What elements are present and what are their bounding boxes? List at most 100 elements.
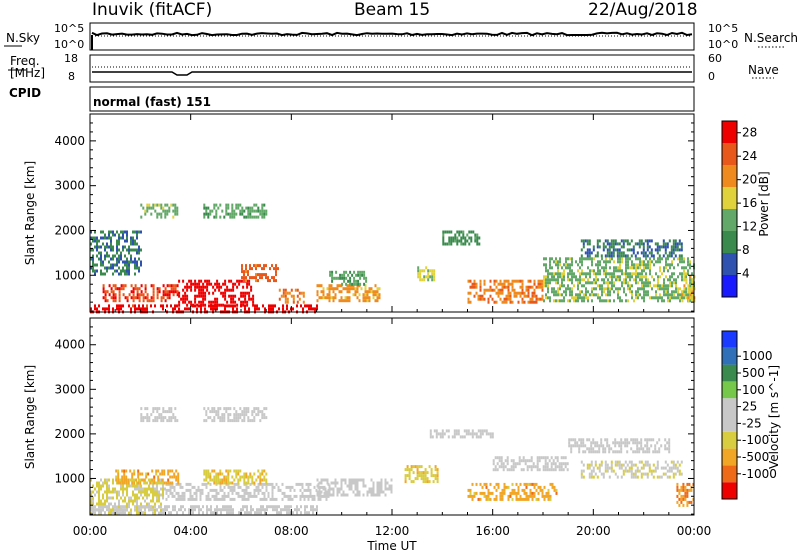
data-cell bbox=[372, 290, 375, 294]
data-cell bbox=[247, 485, 250, 489]
data-cell bbox=[631, 260, 633, 264]
data-cell bbox=[547, 278, 549, 282]
data-cell bbox=[637, 272, 639, 276]
data-cell bbox=[126, 248, 128, 252]
data-cell bbox=[160, 299, 163, 303]
data-cell bbox=[213, 497, 216, 501]
data-cell bbox=[251, 215, 254, 219]
data-cell bbox=[114, 490, 116, 494]
data-cell bbox=[618, 254, 621, 258]
data-cell bbox=[253, 209, 256, 213]
data-cell bbox=[557, 266, 559, 270]
data-cell bbox=[212, 300, 215, 304]
data-cell bbox=[687, 293, 689, 297]
data-cell bbox=[671, 296, 673, 300]
data-cell bbox=[118, 296, 121, 300]
data-cell bbox=[689, 263, 691, 267]
data-cell bbox=[538, 459, 541, 463]
data-cell bbox=[216, 279, 219, 283]
data-cell bbox=[477, 429, 480, 433]
data-cell bbox=[619, 263, 621, 267]
data-cell bbox=[614, 472, 617, 476]
data-cell bbox=[594, 444, 597, 448]
data-cell bbox=[110, 248, 112, 252]
data-cell bbox=[616, 441, 619, 445]
data-cell bbox=[646, 239, 649, 243]
data-cell bbox=[110, 263, 112, 267]
data-cell bbox=[237, 478, 240, 482]
data-cell bbox=[545, 494, 548, 498]
data-cell bbox=[565, 257, 567, 261]
data-cell bbox=[155, 469, 158, 473]
data-cell bbox=[638, 447, 641, 451]
data-cell bbox=[102, 493, 104, 497]
data-cell bbox=[631, 266, 633, 270]
date-title: 22/Aug/2018 bbox=[588, 0, 698, 20]
data-cell bbox=[681, 299, 684, 303]
data-cell bbox=[285, 485, 288, 489]
data-cell bbox=[647, 284, 649, 288]
data-cell bbox=[515, 291, 518, 295]
data-cell bbox=[501, 488, 504, 492]
data-cell bbox=[233, 209, 236, 213]
data-cell bbox=[180, 508, 182, 512]
data-cell bbox=[233, 416, 236, 420]
data-cell bbox=[634, 438, 637, 442]
data-cell bbox=[509, 300, 512, 304]
data-cell bbox=[108, 496, 110, 500]
data-cell bbox=[609, 293, 611, 297]
data-cell bbox=[681, 278, 683, 282]
data-cell bbox=[161, 478, 164, 482]
data-cell bbox=[554, 462, 557, 466]
data-cell bbox=[618, 466, 621, 470]
data-cell bbox=[483, 291, 486, 295]
data-cell bbox=[567, 272, 569, 276]
data-cell bbox=[213, 416, 216, 420]
nave-tick-bottom: 0 bbox=[708, 70, 715, 83]
data-cell bbox=[166, 284, 169, 288]
data-cell bbox=[645, 278, 647, 282]
data-cell bbox=[609, 299, 611, 303]
data-cell bbox=[223, 491, 226, 495]
data-cell bbox=[688, 500, 691, 504]
data-cell bbox=[679, 299, 681, 303]
data-cell bbox=[452, 239, 455, 243]
data-cell bbox=[90, 499, 92, 503]
data-cell bbox=[170, 419, 173, 423]
data-cell bbox=[649, 284, 651, 288]
colorbar-swatch bbox=[722, 465, 737, 483]
data-cell bbox=[603, 290, 605, 294]
data-cell bbox=[98, 487, 100, 491]
colorbar-tick-label: 1000 bbox=[742, 349, 773, 363]
data-cell bbox=[160, 416, 163, 420]
data-cell bbox=[577, 293, 579, 297]
data-cell bbox=[588, 248, 591, 252]
data-cell bbox=[244, 300, 247, 304]
data-cell bbox=[591, 263, 593, 267]
velocity-y-label: Slant Range [km] bbox=[23, 365, 37, 469]
data-cell bbox=[450, 230, 453, 234]
data-cell bbox=[474, 236, 477, 240]
data-cell bbox=[575, 260, 577, 264]
data-cell bbox=[214, 307, 216, 311]
data-cell bbox=[171, 491, 174, 495]
data-cell bbox=[318, 284, 321, 288]
data-cell bbox=[625, 278, 627, 282]
data-cell bbox=[155, 472, 158, 476]
data-cell bbox=[611, 272, 613, 276]
data-cell bbox=[272, 307, 274, 311]
data-cell bbox=[305, 482, 308, 486]
data-cell bbox=[674, 463, 677, 467]
data-cell bbox=[615, 278, 617, 282]
data-cell bbox=[138, 266, 140, 270]
data-cell bbox=[106, 478, 108, 482]
data-cell bbox=[278, 288, 281, 292]
data-cell bbox=[676, 494, 679, 498]
data-cell bbox=[546, 468, 549, 472]
data-cell bbox=[108, 490, 110, 494]
data-cell bbox=[454, 239, 457, 243]
data-cell bbox=[243, 488, 246, 492]
data-cell bbox=[471, 285, 474, 289]
data-cell bbox=[663, 299, 665, 303]
data-cell bbox=[249, 472, 252, 476]
